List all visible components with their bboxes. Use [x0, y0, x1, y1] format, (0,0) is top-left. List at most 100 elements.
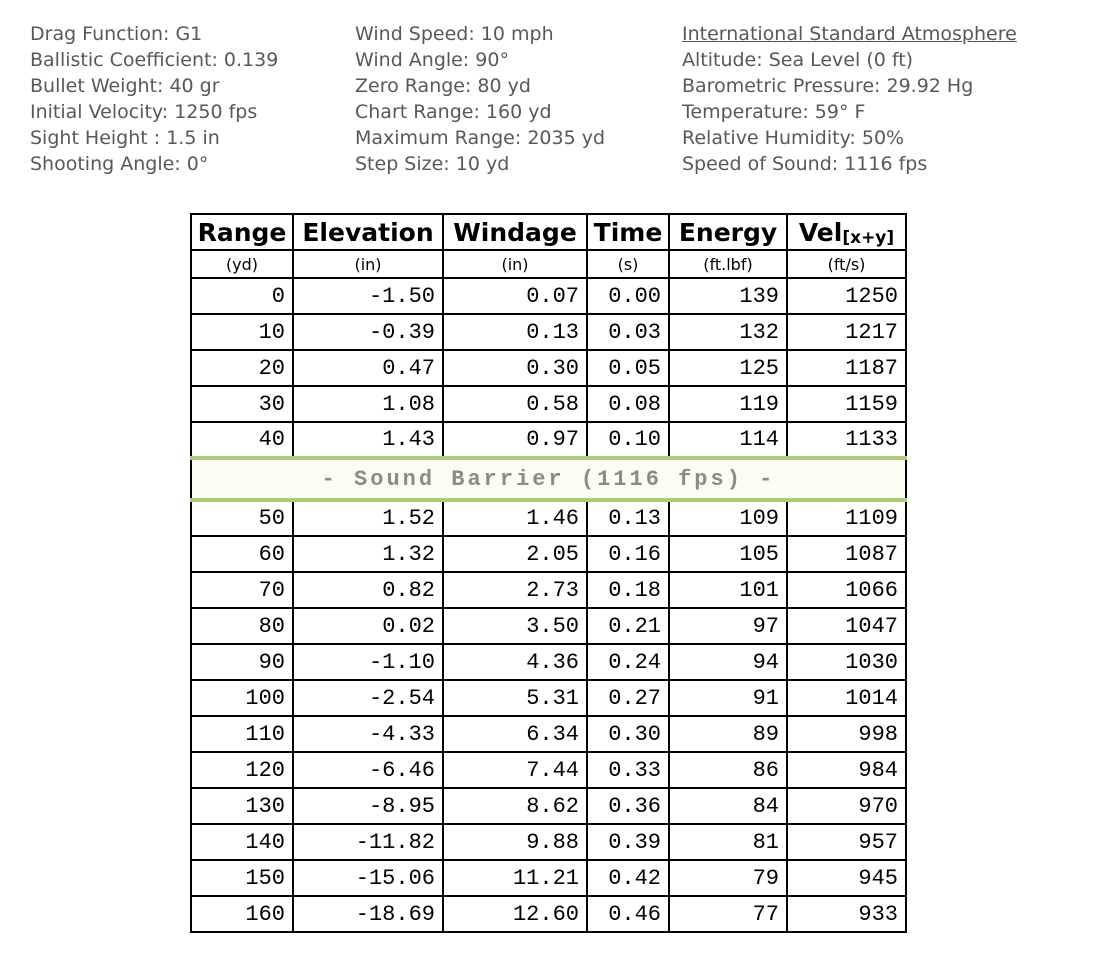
table-cell: 0.00 — [586, 277, 670, 315]
table-cell: -6.46 — [292, 751, 444, 789]
table-cell: 77 — [668, 895, 788, 933]
table-cell: 984 — [786, 751, 907, 789]
table-cell: 139 — [668, 277, 788, 315]
table-cell: 0 — [190, 277, 294, 315]
param-line: Zero Range: 80 yd — [355, 75, 531, 97]
table-cell: 60 — [190, 535, 294, 573]
atmosphere-heading: International Standard Atmosphere — [682, 23, 1017, 45]
param-column-ballistics: Drag Function: G1 Ballistic Coefficient: … — [30, 21, 355, 177]
param-line: Chart Range: 160 yd — [355, 101, 552, 123]
table-cell: 130 — [190, 787, 294, 825]
table-row: 110 -4.33 6.34 0.30 89 998 — [190, 715, 907, 753]
table-cell: 1109 — [786, 499, 907, 537]
table-cell: 119 — [668, 385, 788, 423]
trajectory-table: Range Elevation Windage Time Energy Vel[x+y] … — [190, 213, 907, 933]
column-header-vel: Vel[x+y] — [786, 213, 907, 251]
table-cell: 0.30 — [586, 715, 670, 753]
table-cell: 110 — [190, 715, 294, 753]
param-line: Shooting Angle: 0° — [30, 153, 209, 175]
table-cell: 3.50 — [442, 607, 588, 645]
table-cell: 0.36 — [586, 787, 670, 825]
parameters-block: Drag Function: G1 Ballistic Coefficient: … — [30, 21, 1017, 177]
table-cell: 5.31 — [442, 679, 588, 717]
param-line: Barometric Pressure: 29.92 Hg — [682, 75, 974, 97]
table-cell: 1047 — [786, 607, 907, 645]
table-cell: 30 — [190, 385, 294, 423]
table-cell: 20 — [190, 349, 294, 387]
table-cell: 11.21 — [442, 859, 588, 897]
table-cell: 1.46 — [442, 499, 588, 537]
table-cell: 2.05 — [442, 535, 588, 573]
table-row: 80 0.02 3.50 0.21 97 1047 — [190, 607, 907, 645]
table-row: 140 -11.82 9.88 0.39 81 957 — [190, 823, 907, 861]
param-line: Drag Function: G1 — [30, 23, 203, 45]
table-row: 0 -1.50 0.07 0.00 139 1250 — [190, 277, 907, 315]
table-cell: 109 — [668, 499, 788, 537]
table-cell: 86 — [668, 751, 788, 789]
table-cell: 4.36 — [442, 643, 588, 681]
table-row: 100 -2.54 5.31 0.27 91 1014 — [190, 679, 907, 717]
table-row: 70 0.82 2.73 0.18 101 1066 — [190, 571, 907, 609]
table-cell: 0.30 — [442, 349, 588, 387]
column-header-time: Time — [586, 213, 670, 251]
table-cell: 1159 — [786, 385, 907, 423]
param-line: Ballistic Coefficient: 0.139 — [30, 49, 279, 71]
sound-barrier-label: - Sound Barrier (1116 fps) - — [190, 456, 907, 502]
table-cell: 1217 — [786, 313, 907, 351]
table-cell: 0.03 — [586, 313, 670, 351]
param-column-wind-and-range: Wind Speed: 10 mph Wind Angle: 90° Zero Ra… — [355, 21, 682, 177]
table-cell: 998 — [786, 715, 907, 753]
table-cell: 89 — [668, 715, 788, 753]
table-cell: 1030 — [786, 643, 907, 681]
table-cell: 1.52 — [292, 499, 444, 537]
table-cell: 0.82 — [292, 571, 444, 609]
table-cell: 120 — [190, 751, 294, 789]
table-cell: 9.88 — [442, 823, 588, 861]
table-cell: 1014 — [786, 679, 907, 717]
param-line: Wind Angle: 90° — [355, 49, 509, 71]
param-line: Speed of Sound: 1116 fps — [682, 153, 928, 175]
table-row: 130 -8.95 8.62 0.36 84 970 — [190, 787, 907, 825]
table-cell: 0.47 — [292, 349, 444, 387]
table-cell: 0.16 — [586, 535, 670, 573]
table-cell: 970 — [786, 787, 907, 825]
table-cell: 1.43 — [292, 421, 444, 459]
table-row: 150 -15.06 11.21 0.42 79 945 — [190, 859, 907, 897]
column-unit: (ft/s) — [786, 249, 907, 279]
table-row: 40 1.43 0.97 0.10 114 1133 — [190, 421, 907, 459]
table-cell: 79 — [668, 859, 788, 897]
param-line: Relative Humidity: 50% — [682, 127, 905, 149]
table-cell: 0.42 — [586, 859, 670, 897]
table-units-row: (yd) (in) (in) (s) (ft.lbf) (ft/s) — [190, 249, 907, 279]
table-cell: 933 — [786, 895, 907, 933]
param-line: Sight Height : 1.5 in — [30, 127, 220, 149]
table-row: 30 1.08 0.58 0.08 119 1159 — [190, 385, 907, 423]
table-cell: 0.07 — [442, 277, 588, 315]
table-cell: 0.46 — [586, 895, 670, 933]
table-cell: 50 — [190, 499, 294, 537]
param-line: Bullet Weight: 40 gr — [30, 75, 220, 97]
table-cell: 0.13 — [586, 499, 670, 537]
table-cell: 0.21 — [586, 607, 670, 645]
table-cell: 97 — [668, 607, 788, 645]
table-cell: 132 — [668, 313, 788, 351]
table-cell: -4.33 — [292, 715, 444, 753]
table-cell: 101 — [668, 571, 788, 609]
header-subscript: [x+y] — [842, 227, 895, 248]
table-cell: 945 — [786, 859, 907, 897]
table-header-row: Range Elevation Windage Time Energy Vel[x+y] — [190, 213, 907, 251]
table-cell: 0.18 — [586, 571, 670, 609]
table-cell: 105 — [668, 535, 788, 573]
table-row: 90 -1.10 4.36 0.24 94 1030 — [190, 643, 907, 681]
table-cell: 8.62 — [442, 787, 588, 825]
table-cell: 0.08 — [586, 385, 670, 423]
table-cell: 1066 — [786, 571, 907, 609]
column-header-energy: Energy — [668, 213, 788, 251]
table-cell: -8.95 — [292, 787, 444, 825]
column-unit: (in) — [442, 249, 588, 279]
table-cell: 1187 — [786, 349, 907, 387]
table-cell: -1.50 — [292, 277, 444, 315]
table-row: 10 -0.39 0.13 0.03 132 1217 — [190, 313, 907, 351]
table-cell: 0.02 — [292, 607, 444, 645]
